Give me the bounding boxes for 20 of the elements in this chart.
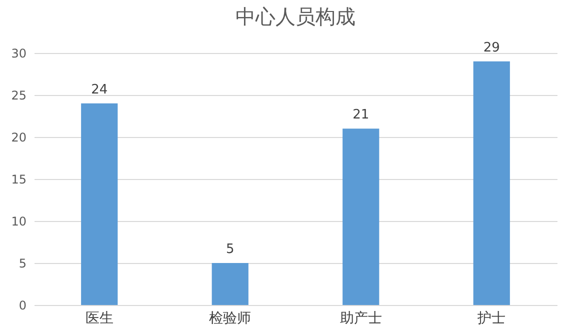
x-tick-label: 护士 [476, 310, 506, 326]
chart-title: 中心人员构成 [236, 4, 356, 28]
y-tick-label: 25 [11, 88, 26, 102]
data-label: 24 [91, 82, 108, 98]
bar [212, 263, 248, 305]
data-label: 29 [483, 40, 500, 56]
bar [81, 103, 118, 305]
data-label: 5 [226, 242, 234, 257]
bar [473, 61, 510, 305]
bar [342, 128, 380, 305]
data-label: 21 [352, 108, 370, 123]
y-tick-label: 30 [11, 46, 26, 60]
y-tick-label: 5 [18, 256, 26, 270]
x-tick-label: 助产士 [340, 310, 382, 326]
x-tick-label: 检验师 [209, 310, 252, 326]
x-tick-label: 医生 [85, 310, 114, 326]
y-tick-label: 20 [11, 130, 26, 144]
y-tick-label: 0 [18, 298, 26, 312]
y-tick-label: 15 [11, 172, 26, 186]
y-tick-label: 10 [11, 214, 26, 228]
